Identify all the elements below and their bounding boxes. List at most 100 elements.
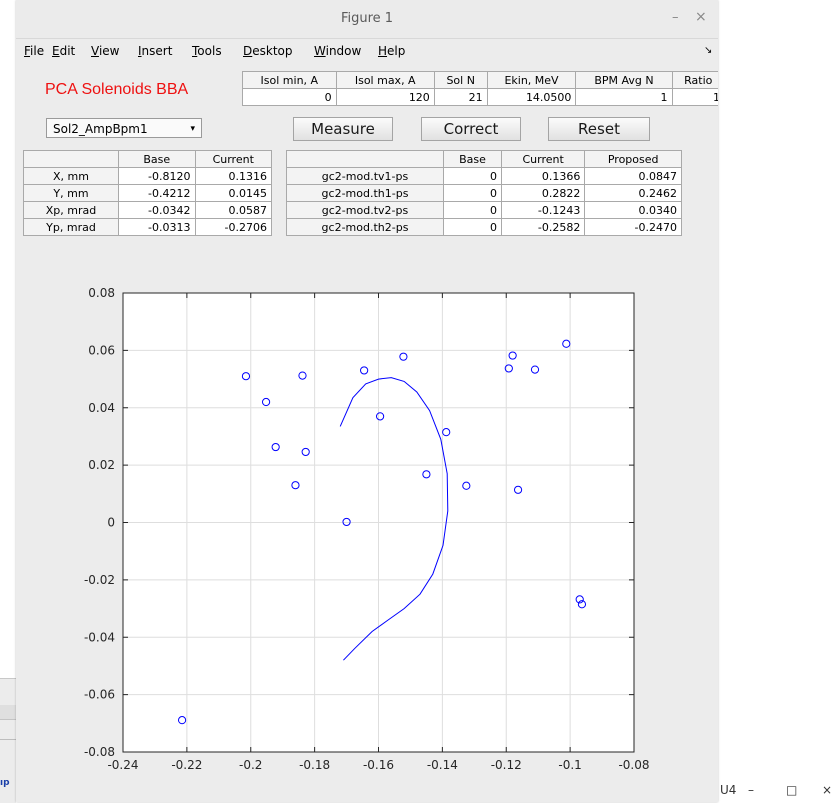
- current-cell[interactable]: 0.1316: [194, 167, 272, 185]
- column-header: Sol N: [433, 71, 488, 89]
- background-maximize-icon[interactable]: □: [786, 783, 798, 797]
- base-cell[interactable]: 0: [443, 167, 502, 185]
- menu-view[interactable]: View: [91, 44, 120, 58]
- minimize-icon[interactable]: –: [672, 10, 679, 25]
- y-tick-label: -0.08: [84, 745, 115, 759]
- orbit-header-row: Base Current: [23, 150, 272, 168]
- data-point: [261, 397, 271, 407]
- base-cell[interactable]: -0.0313: [118, 218, 196, 236]
- background-window-label: ıp: [0, 778, 10, 788]
- column-header: [23, 150, 119, 168]
- y-tick-label: -0.06: [84, 688, 115, 702]
- parameters-header-row: Isol min, A Isol max, A Sol N Ekin, MeV …: [242, 71, 718, 89]
- proposed-cell[interactable]: 0.0847: [584, 167, 682, 185]
- data-point: [271, 442, 280, 452]
- row-header: gc2-mod.th1-ps: [286, 184, 444, 202]
- base-cell[interactable]: -0.8120: [118, 167, 196, 185]
- scatter-plot[interactable]: -0.24 -0.22 -0.2 -0.18 -0.16 -0.14 -0.12 -0.1 -0…: [16, 270, 718, 802]
- corrector-header-row: Base Current Proposed: [286, 150, 682, 168]
- current-cell[interactable]: 0.2822: [500, 184, 586, 202]
- data-point: [375, 412, 385, 421]
- background-band: [0, 705, 16, 720]
- current-cell[interactable]: -0.2582: [500, 218, 586, 236]
- menu-bar: File Edit View Insert Tools Desktop Wind…: [16, 39, 718, 61]
- data-point: [513, 485, 523, 494]
- base-cell[interactable]: 0: [443, 184, 502, 202]
- bpm-select-dropdown[interactable]: Sol2_AmpBpm1 ▾: [46, 118, 202, 138]
- data-point: [462, 481, 471, 490]
- current-cell[interactable]: 0.0145: [194, 184, 272, 202]
- ratio-cell[interactable]: 1: [671, 88, 718, 106]
- corrector-table: Base Current Proposed gc2-mod.tv1-ps 0 0…: [286, 150, 682, 236]
- measure-button[interactable]: Measure: [293, 117, 393, 141]
- row-header: X, mm: [23, 167, 119, 185]
- data-point: [442, 428, 451, 437]
- table-row: gc2-mod.tv1-ps 0 0.1366 0.0847: [286, 167, 682, 185]
- x-tick-label: -0.14: [427, 758, 458, 772]
- correct-button[interactable]: Correct: [421, 117, 521, 141]
- x-tick-label: -0.12: [491, 758, 522, 772]
- data-point: [575, 595, 584, 604]
- row-header: Y, mm: [23, 184, 119, 202]
- menu-help[interactable]: Help: [378, 44, 406, 58]
- title-bar: Figure 1 – ×: [16, 0, 718, 39]
- row-header: gc2-mod.tv2-ps: [286, 201, 444, 219]
- reset-button[interactable]: Reset: [548, 117, 650, 141]
- column-header: Isol min, A: [242, 71, 337, 89]
- x-tick-label: -0.2: [239, 758, 262, 772]
- menu-edit[interactable]: Edit: [52, 44, 76, 58]
- current-cell[interactable]: -0.2706: [194, 218, 272, 236]
- background-close-icon[interactable]: ×: [822, 783, 833, 797]
- menu-desktop[interactable]: Desktop: [243, 44, 293, 58]
- x-tick-label: -0.08: [618, 758, 649, 772]
- current-cell[interactable]: 0.1366: [500, 167, 586, 185]
- column-header: Ekin, MeV: [486, 71, 577, 89]
- data-point: [360, 366, 369, 375]
- parameters-value-row: 0 120 21 14.0500 1 1: [242, 88, 718, 106]
- close-icon[interactable]: ×: [695, 9, 707, 25]
- proposed-cell[interactable]: 0.0340: [584, 201, 682, 219]
- base-cell[interactable]: -0.4212: [118, 184, 196, 202]
- data-point: [342, 517, 351, 527]
- figure-window: Figure 1 – × File Edit View Insert Tools…: [16, 0, 718, 802]
- window-title: Figure 1: [340, 11, 394, 26]
- row-header: Yp, mrad: [23, 218, 119, 236]
- dock-arrow-icon[interactable]: ↘: [704, 45, 713, 56]
- menu-window[interactable]: Window: [314, 44, 362, 58]
- column-header: Proposed: [584, 150, 682, 168]
- y-tick-label: 0.06: [88, 343, 115, 357]
- menu-tools[interactable]: Tools: [192, 44, 222, 58]
- chevron-down-icon: ▾: [190, 124, 195, 134]
- base-cell[interactable]: 0: [443, 201, 502, 219]
- base-cell[interactable]: 0: [443, 218, 502, 236]
- x-tick-label: -0.1: [558, 758, 581, 772]
- x-tick-label: -0.24: [107, 758, 138, 772]
- column-header: Ratio: [671, 71, 718, 89]
- data-point: [530, 365, 540, 374]
- data-point: [422, 470, 431, 479]
- current-cell[interactable]: 0.0587: [194, 201, 272, 219]
- isol-max-cell[interactable]: 120: [335, 88, 435, 106]
- x-tick-label: -0.16: [363, 758, 394, 772]
- menu-file[interactable]: File: [24, 44, 45, 58]
- table-row: Xp, mrad -0.0342 0.0587: [23, 201, 272, 219]
- data-point: [241, 372, 251, 381]
- data-point: [399, 352, 408, 361]
- current-cell[interactable]: -0.1243: [500, 201, 586, 219]
- isol-min-cell[interactable]: 0: [242, 88, 337, 106]
- data-point: [504, 364, 513, 373]
- ekin-cell[interactable]: 14.0500: [486, 88, 577, 106]
- table-row: gc2-mod.tv2-ps 0 -0.1243 0.0340: [286, 201, 682, 219]
- base-cell[interactable]: -0.0342: [118, 201, 196, 219]
- column-header: BPM Avg N: [575, 71, 673, 89]
- column-header: Base: [443, 150, 502, 168]
- sol-n-cell[interactable]: 21: [433, 88, 488, 106]
- parameters-table: Isol min, A Isol max, A Sol N Ekin, MeV …: [242, 71, 718, 106]
- table-row: Y, mm -0.4212 0.0145: [23, 184, 272, 202]
- proposed-cell[interactable]: -0.2470: [584, 218, 682, 236]
- data-point: [177, 716, 187, 725]
- bpm-avg-n-cell[interactable]: 1: [575, 88, 673, 106]
- menu-insert[interactable]: Insert: [138, 44, 173, 58]
- proposed-cell[interactable]: 0.2462: [584, 184, 682, 202]
- background-minimize-icon[interactable]: –: [748, 783, 754, 797]
